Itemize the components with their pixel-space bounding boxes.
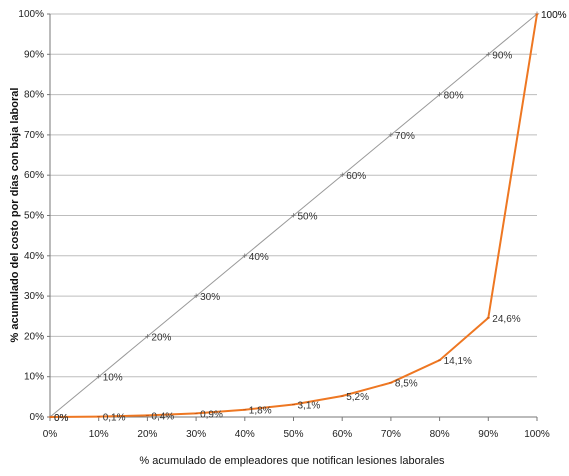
data-point: + <box>96 372 101 382</box>
data-label: 5,2% <box>346 392 369 403</box>
x-tick-label: 60% <box>332 429 352 440</box>
data-point: + <box>145 331 150 341</box>
y-tick-label: 30% <box>24 291 44 302</box>
x-tick-label: 80% <box>430 429 450 440</box>
data-label: 40% <box>249 252 269 263</box>
data-point: + <box>242 251 247 261</box>
data-label: 0,4% <box>151 411 174 422</box>
grid <box>50 13 537 378</box>
x-tick-label: 40% <box>235 429 255 440</box>
data-label: 60% <box>346 171 366 182</box>
x-tick-label: 10% <box>89 429 109 440</box>
data-label: 14,1% <box>444 356 472 367</box>
y-tick-label: 90% <box>24 49 44 60</box>
data-labels: 0%10%20%30%40%50%60%70%80%90%100%0% 0,1% 0… <box>54 10 567 424</box>
x-tick-label: 30% <box>186 429 206 440</box>
data-label: 70% <box>395 131 415 142</box>
x-tick-label: 70% <box>381 429 401 440</box>
y-tick-labels: 0% 10% 20% 30% 40% 50% 60% 70% 80% 90% 100% <box>18 9 50 423</box>
data-label: 0% <box>54 413 69 424</box>
x-tick-label: 50% <box>283 429 303 440</box>
series: +++++++++++ <box>47 9 539 422</box>
data-point: + <box>437 90 442 100</box>
x-tick-label: 20% <box>137 429 157 440</box>
x-tick-labels: 0% 10% 20% 30% 40% 50% 60% 70% 80% 90% 100% <box>43 417 550 440</box>
data-label: 30% <box>200 292 220 303</box>
data-point: + <box>193 291 198 301</box>
data-label: 20% <box>151 332 171 343</box>
data-label: 1,8% <box>249 406 272 417</box>
y-tick-label: 50% <box>24 211 44 222</box>
series-line-1 <box>49 13 538 418</box>
data-point: + <box>388 130 393 140</box>
y-tick-label: 80% <box>24 90 44 101</box>
data-label: 80% <box>444 91 464 102</box>
y-tick-label: 70% <box>24 130 44 141</box>
data-point: + <box>340 170 345 180</box>
y-tick-label: 10% <box>24 372 44 383</box>
x-tick-label: 100% <box>524 429 550 440</box>
data-point: + <box>291 211 296 221</box>
y-tick-label: 60% <box>24 170 44 181</box>
y-tick-label: 40% <box>24 251 44 262</box>
data-label: 100% <box>541 10 567 21</box>
y-tick-label: 100% <box>18 9 44 20</box>
data-label: 90% <box>492 50 512 61</box>
y-axis-title: % acumulado del costo por días con baja … <box>9 88 21 343</box>
data-label: 100% <box>541 10 567 21</box>
data-label: 10% <box>103 373 123 384</box>
y-tick-label: 0% <box>30 412 45 423</box>
data-label: 50% <box>298 212 318 223</box>
data-label: 0,1% <box>103 413 126 424</box>
data-label: 3,1% <box>298 401 321 412</box>
data-label: 0% <box>54 413 69 424</box>
data-label: 0,9% <box>200 409 223 420</box>
data-point: + <box>486 49 491 59</box>
x-tick-label: 90% <box>478 429 498 440</box>
y-tick-label: 20% <box>24 331 44 342</box>
data-label: 8,5% <box>395 379 418 390</box>
x-tick-label: 0% <box>43 429 58 440</box>
data-label: 24,6% <box>492 314 520 325</box>
x-axis-title: % acumulado de empleadores que notifican… <box>139 455 445 467</box>
